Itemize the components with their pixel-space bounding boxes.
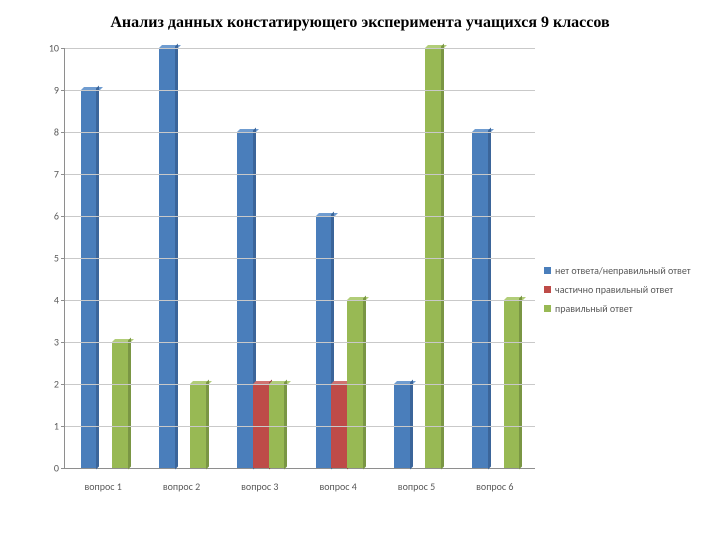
legend-swatch [544, 305, 551, 312]
y-axis-label: 2 [54, 378, 65, 391]
page-title: Анализ данных констатирующего эксперимен… [10, 14, 710, 32]
grid-line [65, 426, 535, 427]
x-axis-label: вопрос 5 [377, 472, 455, 493]
y-axis-label: 10 [49, 42, 65, 55]
grid-line [65, 258, 535, 259]
grid-line [65, 216, 535, 217]
bar-chart: 012345678910 вопрос 1вопрос 2вопрос 3воп… [10, 48, 710, 508]
bar-s3 [112, 342, 128, 468]
y-axis-label: 9 [54, 84, 65, 97]
x-axis-label: вопрос 3 [221, 472, 299, 493]
y-axis-label: 7 [54, 168, 65, 181]
legend-label: правильный ответ [555, 302, 633, 315]
x-axis-labels: вопрос 1вопрос 2вопрос 3вопрос 4вопрос 5… [64, 472, 534, 493]
grid-line [65, 384, 535, 385]
legend-swatch [544, 286, 551, 293]
grid-line [65, 90, 535, 91]
y-axis-label: 6 [54, 210, 65, 223]
legend-item: правильный ответ [544, 302, 691, 315]
grid-line [65, 132, 535, 133]
x-axis-label: вопрос 1 [64, 472, 142, 493]
x-axis-label: вопрос 4 [299, 472, 377, 493]
bar-s1 [81, 90, 97, 468]
y-axis-label: 4 [54, 294, 65, 307]
y-axis-label: 1 [54, 420, 65, 433]
grid-line [65, 342, 535, 343]
legend-label: частично правильный ответ [555, 283, 673, 296]
y-axis-label: 3 [54, 336, 65, 349]
legend: нет ответа/неправильный ответ частично пр… [544, 258, 691, 321]
grid-line [65, 48, 535, 49]
y-axis-label: 8 [54, 126, 65, 139]
legend-item: нет ответа/неправильный ответ [544, 264, 691, 277]
grid-line [65, 174, 535, 175]
legend-label: нет ответа/неправильный ответ [555, 264, 691, 277]
x-axis-label: вопрос 6 [456, 472, 534, 493]
x-axis-label: вопрос 2 [142, 472, 220, 493]
legend-swatch [544, 267, 551, 274]
plot-area: 012345678910 [64, 48, 535, 469]
legend-item: частично правильный ответ [544, 283, 691, 296]
page: Анализ данных констатирующего эксперимен… [0, 0, 720, 540]
grid-line [65, 300, 535, 301]
y-axis-label: 5 [54, 252, 65, 265]
